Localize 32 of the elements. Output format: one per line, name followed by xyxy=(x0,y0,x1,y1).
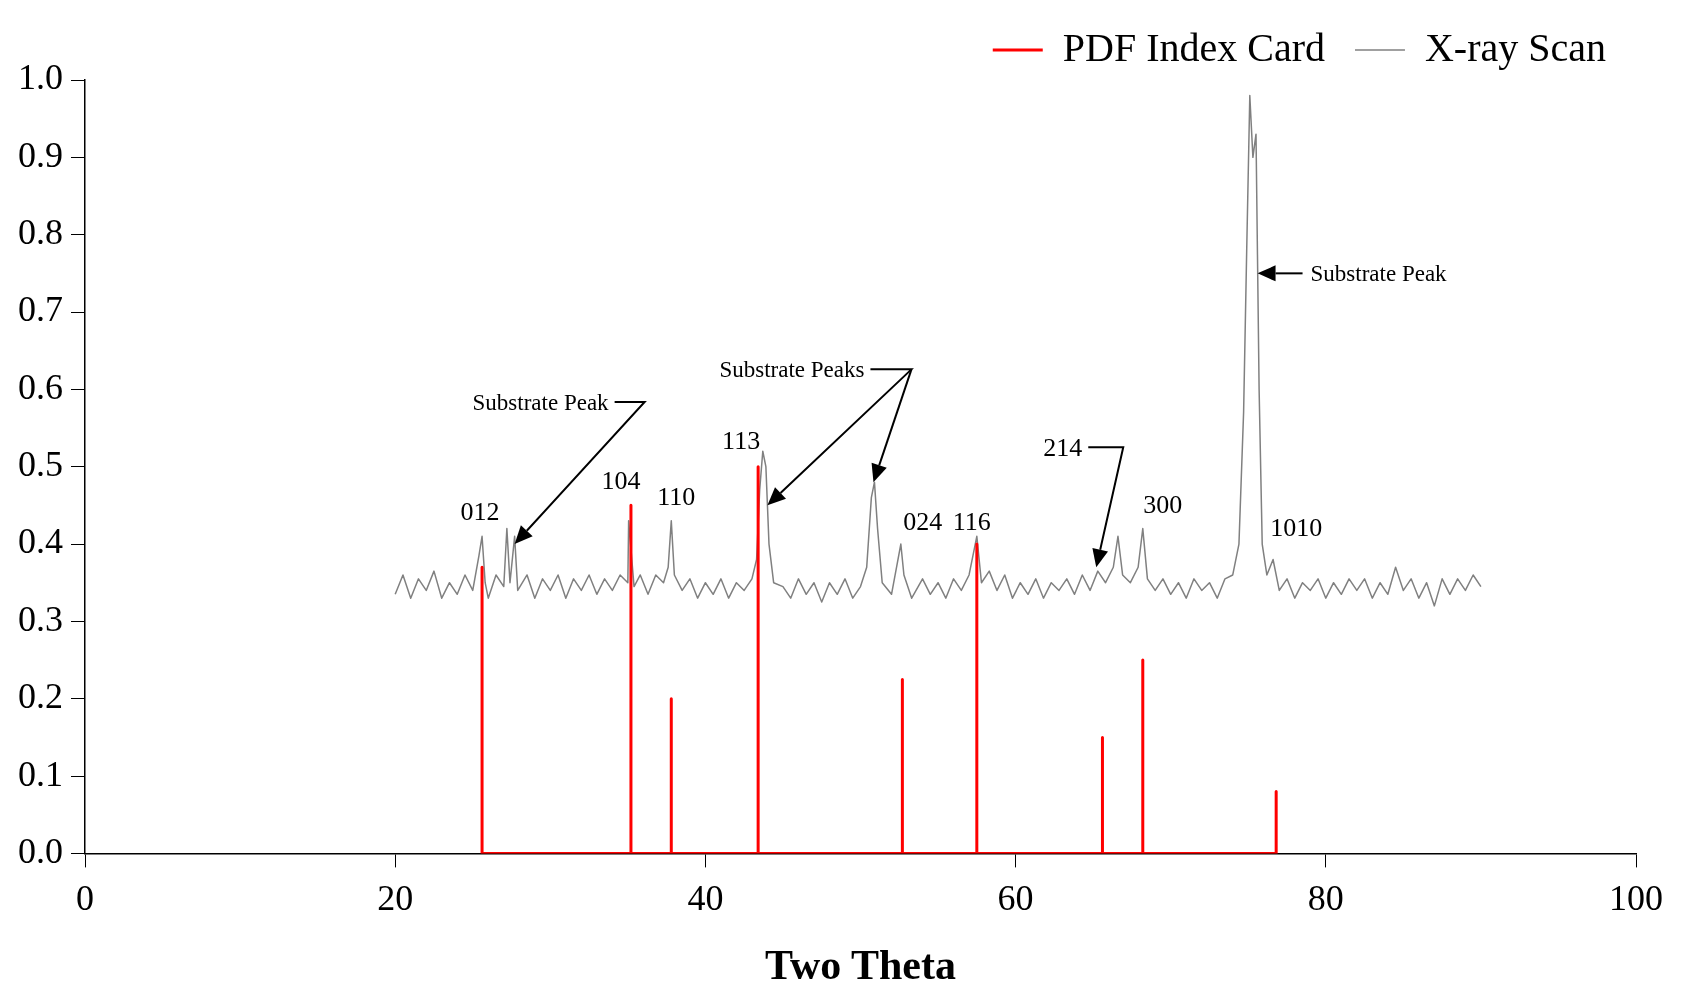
annotation: 012 xyxy=(460,497,500,527)
annotation: 024 xyxy=(903,507,943,537)
legend-label: X-ray Scan xyxy=(1424,24,1607,70)
x-axis-title: Two Theta xyxy=(765,941,956,988)
y-tick-label: 0.6 xyxy=(18,366,63,407)
y-tick-label: 0.2 xyxy=(18,676,63,717)
annotation: Substrate Peak xyxy=(472,389,610,415)
x-tick-label: 40 xyxy=(687,878,724,919)
annotation: 1010 xyxy=(1270,512,1323,542)
y-tick-label: 0.4 xyxy=(18,521,63,562)
y-tick-label: 0.7 xyxy=(18,289,63,330)
x-tick-label: 0 xyxy=(76,878,94,919)
x-tick-label: 20 xyxy=(377,878,414,919)
y-tick-label: 0.8 xyxy=(18,212,63,253)
y-tick-label: 0.9 xyxy=(18,134,63,175)
legend-label: PDF Index Card xyxy=(1062,24,1325,70)
x-tick-label: 80 xyxy=(1307,878,1344,919)
x-tick-label: 60 xyxy=(997,878,1034,919)
annotation: Substrate Peaks xyxy=(719,356,865,382)
annotation: Substrate Peak xyxy=(1310,260,1448,286)
annotation: 104 xyxy=(601,466,641,496)
annotation: 116 xyxy=(952,507,991,537)
y-tick-label: 0.1 xyxy=(18,753,63,794)
annotation: 110 xyxy=(657,481,696,511)
y-tick-label: 0.0 xyxy=(18,830,63,871)
annotation: 300 xyxy=(1143,489,1183,519)
annotation: 214 xyxy=(1043,432,1083,462)
y-tick-label: 0.5 xyxy=(18,444,63,485)
annotation: 113 xyxy=(722,425,761,455)
y-tick-label: 0.3 xyxy=(18,598,63,639)
y-tick-label: 1.0 xyxy=(18,57,63,98)
x-tick-label: 100 xyxy=(1609,878,1663,919)
